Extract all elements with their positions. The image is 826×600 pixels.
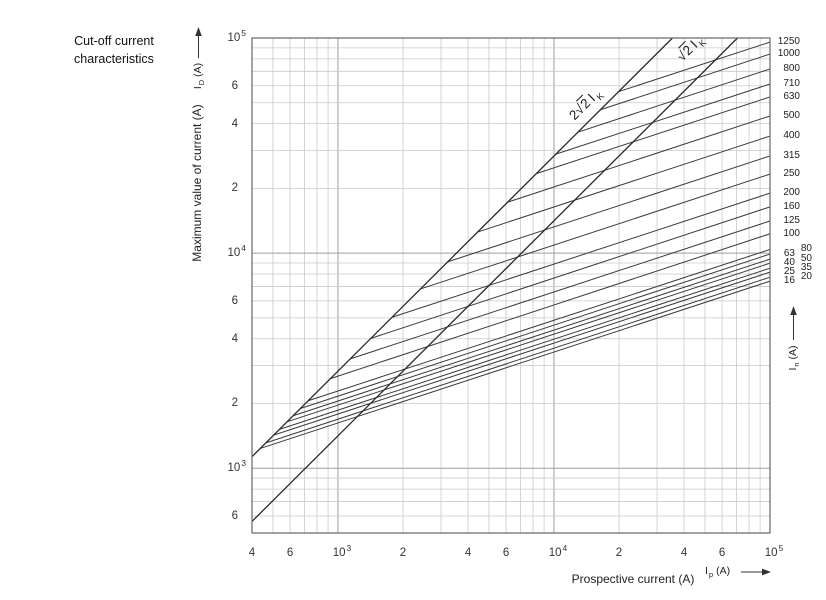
- x-tick-label: 2: [615, 547, 623, 559]
- curve-16: [260, 280, 771, 449]
- y-tick-label: 6: [231, 79, 238, 92]
- curve-315: [447, 155, 771, 263]
- x-tick-exponent: 3: [346, 543, 352, 553]
- rating-label-1000: 1000: [777, 48, 800, 60]
- rating-label-125: 125: [783, 215, 800, 227]
- rating-label-63: 63: [783, 248, 795, 260]
- rating-label-630: 630: [783, 90, 800, 102]
- y-tick-label: 105: [227, 28, 246, 44]
- curve-1250: [618, 41, 771, 93]
- y-tick-label: 4: [231, 332, 238, 345]
- curve-160: [370, 206, 771, 339]
- x-tick-label: 6: [718, 547, 726, 559]
- curve-100: [330, 233, 771, 380]
- curve-250: [420, 173, 771, 290]
- y-tick-label: 2: [231, 182, 238, 195]
- chart-title: Cut-off current characteristics: [36, 32, 192, 68]
- curve-1000: [600, 53, 771, 111]
- x-tick-label: 105: [764, 543, 784, 559]
- x-symbol-sub: p: [708, 570, 714, 579]
- rating-label-20: 20: [800, 271, 812, 283]
- rating-label-16: 16: [783, 275, 795, 287]
- rating-label-80: 80: [800, 243, 812, 255]
- y-tick-label: 103: [227, 458, 246, 475]
- rating-label-200: 200: [783, 187, 800, 199]
- x-tick-label: 4: [680, 547, 688, 559]
- curve-125: [350, 220, 771, 360]
- y-tick-label: 104: [227, 243, 246, 260]
- rating-label-1250: 1250: [777, 36, 800, 48]
- curve-40: [286, 262, 771, 423]
- x-symbol-base: I: [705, 565, 708, 577]
- curve-20: [265, 276, 771, 444]
- in-axis-arrow-icon: [790, 306, 797, 340]
- y-axis-arrow-icon: [195, 27, 202, 58]
- curve-63: [300, 253, 771, 409]
- rating-label-160: 160: [783, 200, 800, 212]
- rating-label-400: 400: [783, 130, 800, 142]
- y-symbol-sub: D: [197, 79, 206, 86]
- rating-label-250: 250: [783, 168, 800, 180]
- right-symbol-sub: n: [792, 362, 801, 367]
- y-symbol-base: I: [192, 86, 204, 90]
- rating-label-35: 35: [800, 262, 812, 274]
- rating-label-25: 25: [783, 266, 795, 278]
- rating-label-500: 500: [783, 109, 800, 121]
- chart-title-line2: characteristics: [74, 52, 154, 66]
- y-tick-exponent: 4: [241, 243, 246, 254]
- rating-label-40: 40: [783, 257, 795, 269]
- x-tick-label: 104: [548, 543, 568, 559]
- curve-200: [391, 192, 771, 318]
- y-tick-exponent: 5: [241, 28, 246, 38]
- y-tick-label: 2: [231, 397, 238, 410]
- x-tick-label: 2: [399, 547, 407, 559]
- y-tick-label: 6: [231, 509, 238, 522]
- right-axis-symbol: In (A): [787, 345, 801, 371]
- right-symbol-unit: (A): [787, 345, 799, 360]
- right-symbol-base: I: [787, 367, 799, 371]
- curve-25: [273, 271, 771, 436]
- rating-label-50: 50: [800, 253, 812, 265]
- rating-label-710: 710: [783, 78, 800, 90]
- x-tick-label: 103: [332, 543, 352, 559]
- curve-35: [279, 267, 771, 430]
- curve-80: [308, 248, 771, 402]
- rating-label-100: 100: [783, 227, 800, 239]
- curve-500: [507, 115, 771, 203]
- curve-710: [555, 83, 771, 155]
- x-tick-label: 4: [248, 547, 256, 559]
- curve-630: [536, 96, 771, 175]
- curve-50: [292, 258, 771, 417]
- y-axis-symbol: ID (A): [192, 62, 206, 90]
- ref-line-sqrt2-ik: [251, 37, 738, 522]
- y-tick-label: 4: [231, 117, 238, 130]
- y-tick-exponent: 3: [241, 458, 246, 469]
- x-tick-label: 4: [464, 547, 472, 559]
- x-symbol-unit: (A): [716, 565, 731, 577]
- x-axis-arrow-icon: [741, 568, 771, 576]
- rating-label-800: 800: [783, 62, 800, 74]
- y-symbol-unit: (A): [192, 62, 204, 77]
- x-axis-symbol: Ip (A): [705, 565, 731, 579]
- x-tick-label: 6: [286, 547, 294, 559]
- chart-title-line1: Cut-off current: [74, 34, 154, 48]
- y-axis-label: Maximum value of current (A): [190, 104, 204, 262]
- plot-border: [251, 37, 771, 534]
- x-axis-label: Prospective current (A): [571, 572, 695, 586]
- y-tick-label: 6: [231, 294, 238, 307]
- x-tick-exponent: 5: [778, 543, 784, 553]
- x-tick-exponent: 4: [562, 543, 568, 553]
- ref-line-2sqrt2-ik: [251, 37, 673, 458]
- rating-label-315: 315: [783, 149, 800, 161]
- x-tick-label: 6: [502, 547, 510, 559]
- curve-400: [477, 135, 771, 233]
